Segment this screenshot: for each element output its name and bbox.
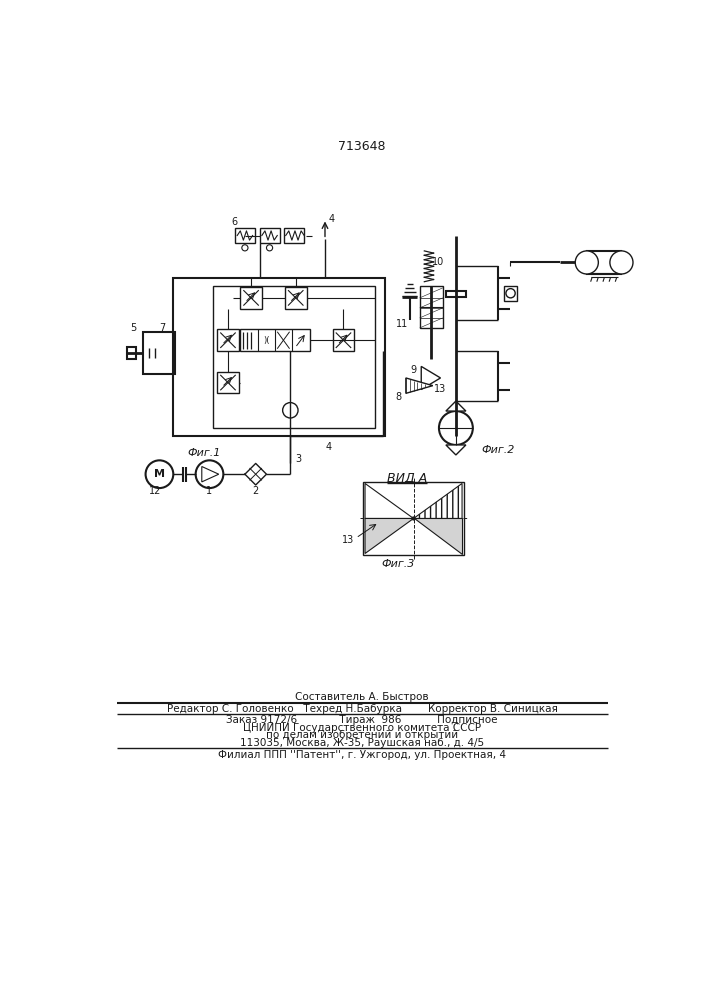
Bar — [259, 228, 279, 243]
Bar — [504, 286, 517, 301]
Text: 13: 13 — [434, 384, 447, 394]
Bar — [143, 332, 175, 374]
Text: по делам изобретений и открытий: по делам изобретений и открытий — [266, 730, 458, 740]
Text: 6: 6 — [232, 217, 238, 227]
Bar — [240, 329, 310, 351]
Polygon shape — [406, 378, 433, 393]
Bar — [420, 286, 443, 328]
Circle shape — [575, 251, 598, 274]
Text: 11: 11 — [396, 319, 408, 329]
Text: Филиал ППП ''Патент'', г. Ужгород, ул. Проектная, 4: Филиал ППП ''Патент'', г. Ужгород, ул. П… — [218, 750, 506, 760]
Text: ЦНИИПИ Государственного комитета СССР: ЦНИИПИ Государственного комитета СССР — [243, 723, 481, 733]
Text: 10: 10 — [432, 257, 444, 267]
Text: 9: 9 — [411, 365, 416, 375]
Polygon shape — [365, 518, 414, 554]
Text: 12: 12 — [149, 486, 162, 496]
Text: M: M — [154, 469, 165, 479]
Bar — [217, 329, 239, 351]
Bar — [235, 228, 255, 243]
Polygon shape — [414, 518, 462, 554]
Bar — [240, 287, 262, 309]
Bar — [217, 372, 239, 393]
Text: 7: 7 — [159, 323, 165, 333]
Bar — [285, 287, 307, 309]
Bar — [333, 329, 354, 351]
Text: Фиг.3: Фиг.3 — [382, 559, 415, 569]
Polygon shape — [421, 366, 440, 389]
Bar — [284, 228, 304, 243]
Polygon shape — [365, 483, 414, 518]
Polygon shape — [446, 401, 466, 411]
Text: 2: 2 — [252, 486, 259, 496]
Circle shape — [610, 251, 633, 274]
Bar — [363, 482, 464, 555]
Text: Редактор С. Головенко   Техред Н.Бабурка        Корректор В. Синицкая: Редактор С. Головенко Техред Н.Бабурка К… — [167, 704, 557, 714]
Text: 4: 4 — [326, 442, 332, 452]
Bar — [214, 286, 375, 428]
Text: ВИД А: ВИД А — [387, 472, 427, 485]
Text: )(: )( — [263, 336, 269, 345]
Text: 1: 1 — [206, 486, 213, 496]
Text: Фиг.2: Фиг.2 — [481, 445, 515, 455]
Text: 3: 3 — [295, 454, 301, 464]
Bar — [587, 251, 621, 274]
Text: Составитель А. Быстров: Составитель А. Быстров — [295, 692, 428, 702]
Bar — [127, 347, 136, 359]
Text: 713648: 713648 — [338, 140, 386, 153]
Text: 13: 13 — [342, 535, 354, 545]
Text: 4: 4 — [328, 214, 334, 224]
Bar — [446, 291, 466, 297]
Text: Фиг.1: Фиг.1 — [187, 448, 221, 458]
Text: 8: 8 — [395, 392, 401, 402]
Circle shape — [412, 517, 415, 520]
Text: Заказ 9172/6             Тираж  986           Подписное: Заказ 9172/6 Тираж 986 Подписное — [226, 715, 498, 725]
Text: 5: 5 — [130, 323, 136, 333]
Polygon shape — [446, 445, 466, 455]
Text: 113035, Москва, Ж-35, Раушская наб., д. 4/5: 113035, Москва, Ж-35, Раушская наб., д. … — [240, 738, 484, 748]
Polygon shape — [414, 483, 462, 518]
Bar — [173, 278, 385, 436]
